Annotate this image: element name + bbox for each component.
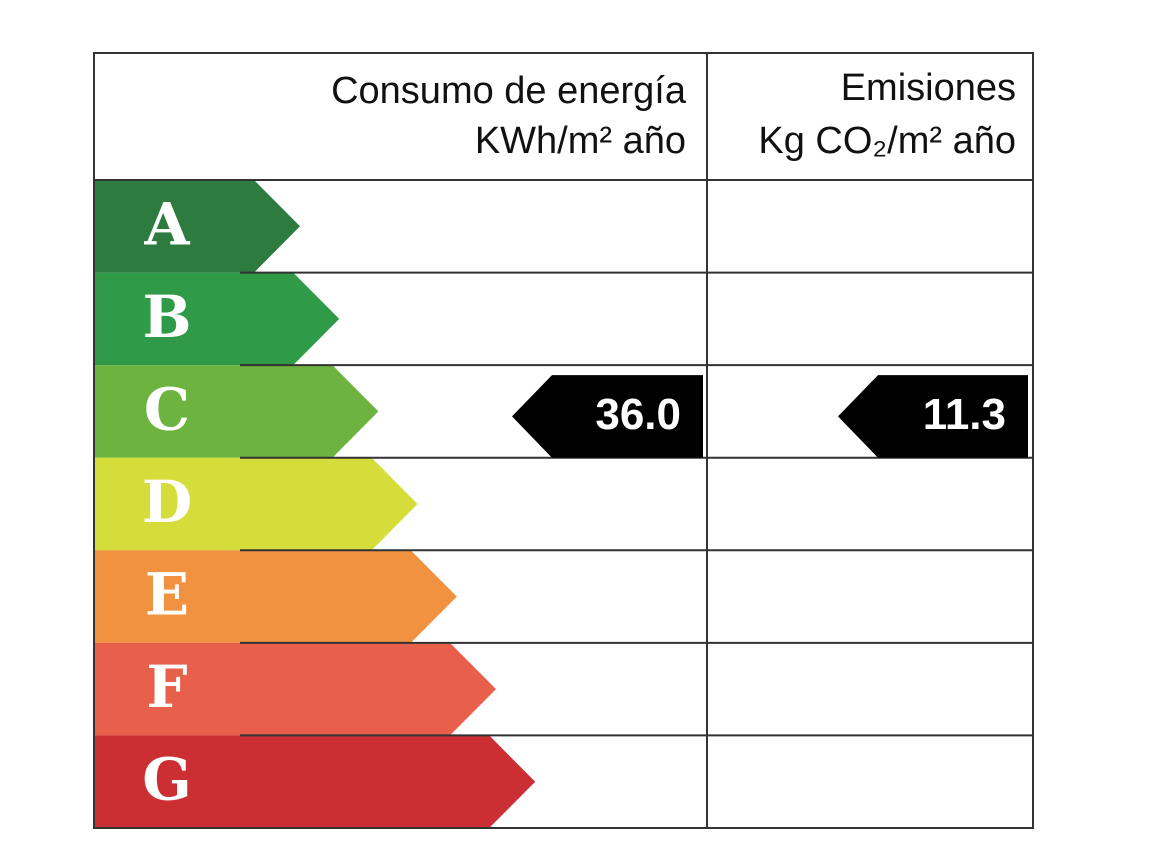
class-letter: G <box>142 746 192 814</box>
class-arrow <box>94 457 418 551</box>
class-letter: C <box>144 375 190 443</box>
class-arrow <box>94 642 496 736</box>
rating-arrow <box>512 375 703 458</box>
class-arrow <box>94 550 457 643</box>
rating-value: 11.3 <box>923 390 1006 439</box>
class-letter: E <box>145 561 189 629</box>
table-border <box>93 52 1034 829</box>
class-letter: F <box>146 653 187 721</box>
emissions-header: Emisiones <box>841 67 1016 109</box>
class-arrow <box>94 735 536 828</box>
class-letter: D <box>142 468 192 536</box>
energy-header: Consumo de energía <box>331 70 687 112</box>
energy-unit: KWh/m² año <box>475 120 686 162</box>
class-letter: B <box>142 283 191 351</box>
rating-arrow <box>838 375 1028 458</box>
emissions-unit: Kg CO₂/m² año <box>758 120 1016 162</box>
class-letter: A <box>143 190 190 258</box>
class-arrow <box>94 180 300 273</box>
class-arrow <box>94 365 379 458</box>
rating-value: 36.0 <box>595 390 681 439</box>
class-arrow <box>94 272 340 366</box>
